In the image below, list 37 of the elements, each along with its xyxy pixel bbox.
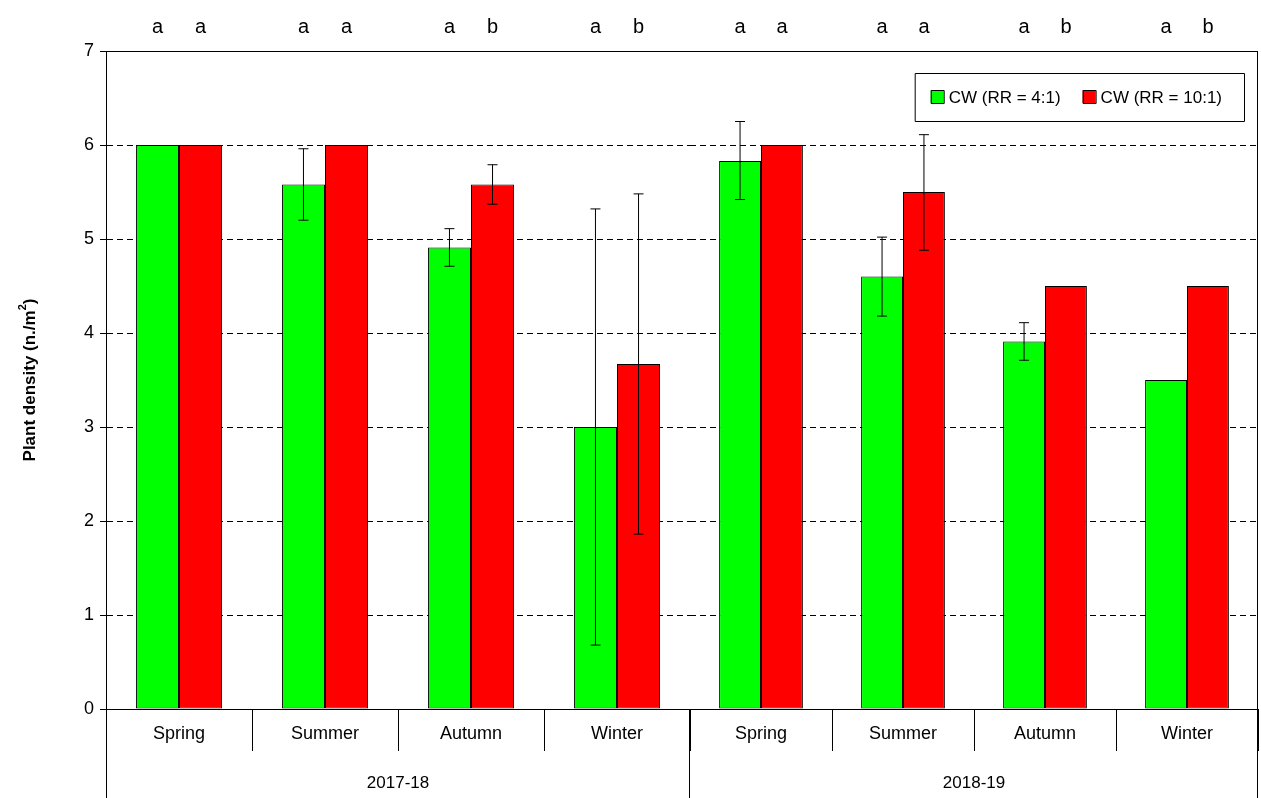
x-axis-title: 2017-18 [366,773,430,793]
text: a [734,14,747,37]
y-tick-label: 7 [83,39,94,60]
text: b [1202,14,1214,37]
x-tick-label: Autumn [439,722,503,743]
text: a [340,14,353,37]
text: b [1060,14,1072,37]
x-tick-label: Autumn [1013,722,1077,743]
y-tick-label: 4 [83,321,94,342]
x-tick-label: Summer [868,722,938,743]
text: a [151,14,164,37]
y-tick-label: 1 [83,603,94,624]
y-tick-label: 3 [83,415,94,436]
x-tick-label: Winter [1160,722,1214,743]
y-axis-title: Plant density (n./m2) [16,298,39,462]
text: b [486,14,499,37]
text: a [876,14,889,37]
text: a [443,14,456,37]
legend-label: CW (RR = 4:1) [948,87,1061,107]
x-tick-label: Summer [290,722,360,743]
text: a [194,14,207,37]
x-axis-title: 2018-19 [942,773,1006,793]
y-tick-label: 6 [83,133,94,154]
text: a [297,14,310,37]
legend-label: CW (RR = 10:1) [1100,87,1223,107]
x-tick-label: Winter [590,722,644,743]
y-tick-label: 2 [83,509,94,530]
text: a [1018,14,1031,37]
text: b [632,14,645,37]
y-tick-label: 0 [83,697,94,718]
text: a [589,14,602,37]
x-tick-label: Spring [152,722,206,743]
text: a [918,14,931,37]
text: a [776,14,789,37]
x-tick-label: Spring [734,722,788,743]
text: a [1160,14,1173,37]
y-tick-label: 5 [83,227,94,248]
